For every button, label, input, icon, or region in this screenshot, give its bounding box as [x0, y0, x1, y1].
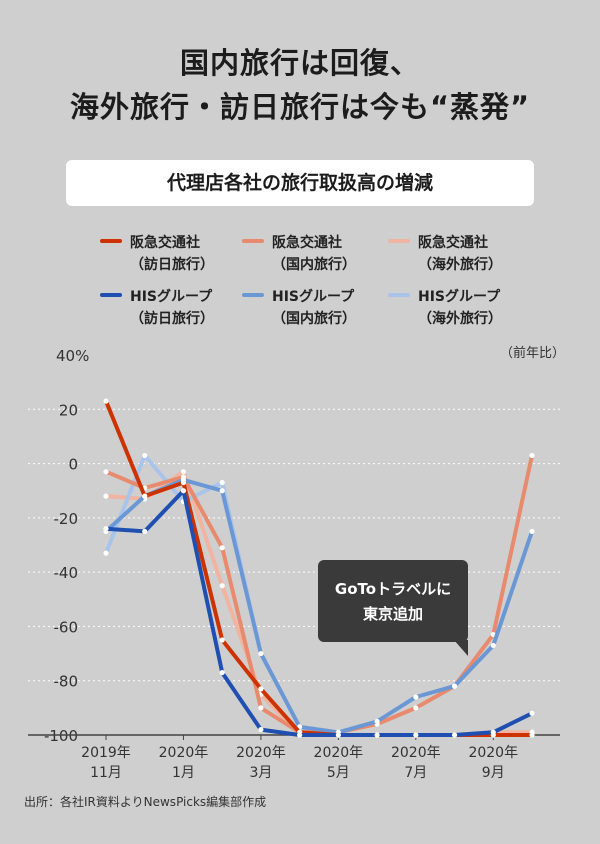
data-point: [180, 469, 187, 475]
x-tick-label-year: 2020年: [391, 745, 441, 761]
x-tick-label-month: 5月: [327, 765, 350, 781]
data-point: [258, 726, 264, 733]
x-tick-label-month: 1月: [172, 765, 195, 781]
chart-subtitle: 代理店各社の旅行取扱高の増減: [66, 160, 534, 206]
data-point: [219, 583, 225, 589]
y-tick-label: 20: [59, 401, 78, 419]
legend-swatch: [388, 239, 410, 243]
legend-sublabel: （国内旅行）: [272, 257, 356, 273]
annotation-line2: 東京追加: [362, 605, 423, 623]
data-point: [529, 452, 535, 459]
data-point: [180, 479, 187, 486]
legend-swatch: [100, 239, 122, 243]
data-point: [529, 528, 535, 535]
y-tick-label: 40%: [56, 347, 89, 365]
legend-swatch: [100, 293, 122, 297]
data-point: [180, 488, 187, 494]
annotation-pointer: [454, 640, 468, 656]
legend-swatch: [242, 239, 264, 243]
data-point: [103, 550, 109, 556]
data-point: [451, 683, 458, 689]
legend-label: HISグループ: [130, 289, 213, 305]
data-point: [219, 488, 225, 494]
data-point: [103, 493, 109, 499]
unit-label: （前年比）: [500, 346, 566, 361]
x-tick-label-month: 9月: [482, 765, 505, 781]
data-point: [529, 732, 535, 738]
data-point: [413, 732, 419, 738]
data-point: [258, 686, 264, 692]
headline-line2: 海外旅行・訪日旅行は今も“蒸発”: [69, 90, 531, 124]
legend-label: 阪急交通社: [418, 235, 488, 251]
data-point: [142, 452, 148, 459]
data-point: [413, 705, 419, 711]
data-point: [297, 732, 303, 738]
x-tick-label-month: 3月: [249, 765, 272, 781]
legend-label: 阪急交通社: [272, 235, 342, 251]
x-tick-label-year: 2019年: [81, 745, 131, 761]
legend-label: HISグループ: [272, 289, 355, 305]
y-tick-label: -100: [44, 727, 78, 745]
data-point: [219, 479, 225, 486]
annotation-line1: GoToトラベルに: [334, 580, 452, 598]
series-line: [104, 488, 534, 737]
data-point: [219, 637, 225, 643]
data-point: [258, 650, 264, 657]
legend-sublabel: （訪日旅行）: [130, 257, 214, 273]
data-point: [490, 729, 496, 735]
y-tick-label: -80: [54, 673, 79, 691]
x-tick-label-year: 2020年: [314, 745, 364, 761]
annotation-callout: GoToトラベルに 東京追加: [318, 560, 468, 642]
x-tick-label-month: 7月: [404, 765, 427, 781]
data-point: [529, 710, 535, 716]
x-tick-label-year: 2020年: [159, 745, 209, 761]
data-point: [374, 718, 380, 725]
data-point: [258, 705, 264, 711]
legend-label: 阪急交通社: [130, 235, 200, 251]
data-point: [142, 528, 148, 535]
data-point: [103, 526, 109, 532]
x-tick-label-year: 2020年: [468, 745, 518, 761]
legend-sublabel: （国内旅行）: [272, 311, 356, 327]
data-point: [219, 545, 225, 551]
legend: 阪急交通社 （訪日旅行） 阪急交通社 （国内旅行） 阪急交通社 （海外旅行） H…: [0, 232, 600, 332]
data-point: [451, 732, 458, 738]
legend-swatch: [242, 293, 264, 297]
y-tick-label: -20: [54, 510, 79, 528]
data-point: [413, 694, 419, 700]
data-point: [490, 642, 496, 649]
legend-swatch: [388, 293, 410, 297]
data-point: [103, 398, 109, 404]
data-point: [142, 493, 148, 499]
x-tick-label-year: 2020年: [236, 745, 286, 761]
data-point: [219, 669, 225, 676]
y-tick-label: -40: [54, 564, 79, 582]
data-point: [335, 732, 341, 738]
legend-sublabel: （海外旅行）: [418, 311, 502, 327]
x-tick-label-month: 11月: [90, 765, 122, 781]
series-line: [104, 477, 534, 735]
data-point: [374, 732, 380, 738]
y-tick-label: -60: [54, 618, 79, 636]
source-note: 出所：各社IR資料よりNewsPicks編集部作成: [24, 795, 267, 809]
legend-label: HISグループ: [418, 289, 501, 305]
data-point: [103, 469, 109, 475]
y-tick-label: 0: [68, 456, 78, 474]
headline-line1: 国内旅行は回復、: [179, 46, 420, 80]
legend-sublabel: （訪日旅行）: [130, 311, 214, 327]
legend-sublabel: （海外旅行）: [418, 257, 502, 273]
